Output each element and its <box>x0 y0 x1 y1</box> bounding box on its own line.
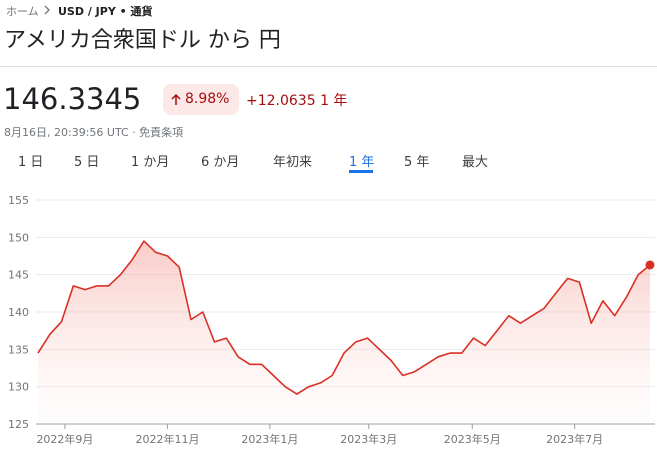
y-tick-label: 155 <box>8 194 29 207</box>
range-tab[interactable]: 年初来 <box>273 155 313 170</box>
chevron-icon <box>44 5 50 15</box>
change-badge: 8.98% <box>163 84 239 115</box>
y-tick-label: 125 <box>8 418 29 431</box>
y-tick-label: 150 <box>8 231 29 244</box>
x-tick-label: 2022年9月 <box>36 432 93 446</box>
x-tick-label: 2023年1月 <box>241 432 298 446</box>
y-tick-label: 140 <box>8 306 29 319</box>
y-tick-label: 145 <box>8 269 29 282</box>
breadcrumb-current: USD / JPY • 通貨 <box>58 5 153 18</box>
divider <box>0 66 657 67</box>
change-percent: 8.98% <box>185 91 230 107</box>
x-tick-label: 2023年3月 <box>340 432 397 446</box>
x-tick-label: 2023年7月 <box>546 432 603 446</box>
range-tab[interactable]: 1 日 <box>18 155 44 170</box>
y-tick-label: 130 <box>8 381 29 394</box>
timestamp: 8月16日, 20:39:56 UTC · 免責条項 <box>4 126 184 139</box>
range-tab[interactable]: 1 か月 <box>131 155 170 170</box>
page-title: アメリカ合衆国ドル から 円 <box>4 28 281 53</box>
range-tab[interactable]: 5 年 <box>404 155 430 170</box>
price-line <box>37 240 651 395</box>
y-tick-label: 135 <box>8 343 29 356</box>
range-tab[interactable]: 5 日 <box>74 155 100 170</box>
range-tab[interactable]: 6 か月 <box>201 155 240 170</box>
active-tab-underline <box>349 170 373 173</box>
area-fill <box>38 241 650 424</box>
breadcrumb-home[interactable]: ホーム <box>6 5 39 18</box>
x-tick-label: 2023年5月 <box>444 432 501 446</box>
x-tick-label: 2022年11月 <box>135 432 199 446</box>
change-absolute: +12.0635 1 年 <box>246 93 348 109</box>
up-arrow-icon <box>171 93 181 105</box>
price: 146.3345 <box>3 82 142 116</box>
last-point <box>645 260 655 270</box>
range-tab[interactable]: 最大 <box>462 155 489 170</box>
range-tab[interactable]: 1 年 <box>349 155 375 170</box>
